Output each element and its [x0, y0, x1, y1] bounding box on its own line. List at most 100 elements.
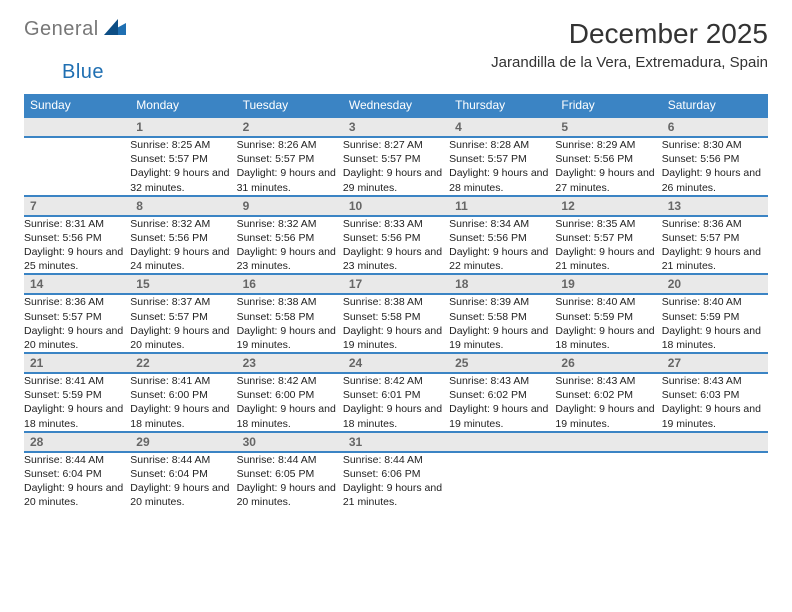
day-detail: Sunrise: 8:38 AMSunset: 5:58 PMDaylight:…	[237, 295, 343, 352]
calendar-page: General December 2025 Jarandilla de la V…	[0, 0, 792, 527]
detail-row: Sunrise: 8:36 AMSunset: 5:57 PMDaylight:…	[24, 294, 768, 353]
daynum-row: 21222324252627	[24, 353, 768, 373]
day-detail: Sunrise: 8:40 AMSunset: 5:59 PMDaylight:…	[555, 295, 661, 352]
daylight-text: Daylight: 9 hours and 18 minutes.	[662, 324, 768, 352]
day-number: 3	[343, 118, 449, 136]
day-number: 8	[130, 197, 236, 215]
day-number-cell: 23	[237, 353, 343, 373]
sunrise-text: Sunrise: 8:43 AM	[449, 374, 555, 388]
day-detail-cell: Sunrise: 8:36 AMSunset: 5:57 PMDaylight:…	[24, 294, 130, 353]
day-detail-cell: Sunrise: 8:44 AMSunset: 6:04 PMDaylight:…	[24, 452, 130, 510]
day-detail: Sunrise: 8:33 AMSunset: 5:56 PMDaylight:…	[343, 217, 449, 274]
daylight-text: Daylight: 9 hours and 23 minutes.	[343, 245, 449, 273]
day-number: 9	[237, 197, 343, 215]
sunrise-text: Sunrise: 8:35 AM	[555, 217, 661, 231]
sunrise-text: Sunrise: 8:31 AM	[24, 217, 130, 231]
day-detail: Sunrise: 8:41 AMSunset: 6:00 PMDaylight:…	[130, 374, 236, 431]
day-detail: Sunrise: 8:36 AMSunset: 5:57 PMDaylight:…	[662, 217, 768, 274]
day-number-cell: 18	[449, 274, 555, 294]
daynum-row: 123456	[24, 117, 768, 137]
weekday-header: Friday	[555, 94, 661, 117]
day-number: 25	[449, 354, 555, 372]
day-detail-cell: Sunrise: 8:38 AMSunset: 5:58 PMDaylight:…	[343, 294, 449, 353]
day-number-cell: 25	[449, 353, 555, 373]
daylight-text: Daylight: 9 hours and 25 minutes.	[24, 245, 130, 273]
daylight-text: Daylight: 9 hours and 18 minutes.	[555, 324, 661, 352]
daynum-row: 14151617181920	[24, 274, 768, 294]
day-detail: Sunrise: 8:32 AMSunset: 5:56 PMDaylight:…	[237, 217, 343, 274]
day-number-cell: 30	[237, 432, 343, 452]
weekday-header-row: Sunday Monday Tuesday Wednesday Thursday…	[24, 94, 768, 117]
sunset-text: Sunset: 5:58 PM	[449, 310, 555, 324]
sunset-text: Sunset: 5:57 PM	[662, 231, 768, 245]
day-number: 26	[555, 354, 661, 372]
detail-row: Sunrise: 8:41 AMSunset: 5:59 PMDaylight:…	[24, 373, 768, 432]
daylight-text: Daylight: 9 hours and 19 minutes.	[555, 402, 661, 430]
day-detail-cell: Sunrise: 8:31 AMSunset: 5:56 PMDaylight:…	[24, 216, 130, 275]
day-number-cell: 4	[449, 117, 555, 137]
day-detail: Sunrise: 8:41 AMSunset: 5:59 PMDaylight:…	[24, 374, 130, 431]
day-detail: Sunrise: 8:43 AMSunset: 6:02 PMDaylight:…	[449, 374, 555, 431]
day-number-cell: 27	[662, 353, 768, 373]
day-number: 22	[130, 354, 236, 372]
daylight-text: Daylight: 9 hours and 19 minutes.	[449, 402, 555, 430]
day-number-cell: 3	[343, 117, 449, 137]
calendar-table: Sunday Monday Tuesday Wednesday Thursday…	[24, 94, 768, 509]
sunset-text: Sunset: 5:57 PM	[237, 152, 343, 166]
day-detail: Sunrise: 8:43 AMSunset: 6:02 PMDaylight:…	[555, 374, 661, 431]
daylight-text: Daylight: 9 hours and 22 minutes.	[449, 245, 555, 273]
sunrise-text: Sunrise: 8:28 AM	[449, 138, 555, 152]
day-number: 18	[449, 275, 555, 293]
day-number	[449, 433, 555, 437]
sunrise-text: Sunrise: 8:44 AM	[130, 453, 236, 467]
day-number: 24	[343, 354, 449, 372]
day-number: 19	[555, 275, 661, 293]
day-number	[555, 433, 661, 437]
daylight-text: Daylight: 9 hours and 18 minutes.	[130, 402, 236, 430]
day-number-cell: 11	[449, 196, 555, 216]
daylight-text: Daylight: 9 hours and 18 minutes.	[24, 402, 130, 430]
daylight-text: Daylight: 9 hours and 18 minutes.	[343, 402, 449, 430]
sunrise-text: Sunrise: 8:36 AM	[24, 295, 130, 309]
day-number-cell	[449, 432, 555, 452]
daylight-text: Daylight: 9 hours and 21 minutes.	[662, 245, 768, 273]
day-number-cell: 26	[555, 353, 661, 373]
logo: General	[24, 18, 128, 41]
daylight-text: Daylight: 9 hours and 31 minutes.	[237, 166, 343, 194]
day-detail-cell: Sunrise: 8:42 AMSunset: 6:00 PMDaylight:…	[237, 373, 343, 432]
sunset-text: Sunset: 6:03 PM	[662, 388, 768, 402]
weekday-header: Saturday	[662, 94, 768, 117]
day-detail-cell	[449, 452, 555, 510]
day-detail-cell: Sunrise: 8:30 AMSunset: 5:56 PMDaylight:…	[662, 137, 768, 196]
sunset-text: Sunset: 5:59 PM	[24, 388, 130, 402]
day-detail-cell	[24, 137, 130, 196]
day-number: 21	[24, 354, 130, 372]
day-detail-cell: Sunrise: 8:34 AMSunset: 5:56 PMDaylight:…	[449, 216, 555, 275]
day-detail-cell: Sunrise: 8:33 AMSunset: 5:56 PMDaylight:…	[343, 216, 449, 275]
day-detail-cell: Sunrise: 8:32 AMSunset: 5:56 PMDaylight:…	[130, 216, 236, 275]
day-number-cell: 19	[555, 274, 661, 294]
day-number-cell: 17	[343, 274, 449, 294]
day-detail: Sunrise: 8:32 AMSunset: 5:56 PMDaylight:…	[130, 217, 236, 274]
day-detail-cell: Sunrise: 8:41 AMSunset: 6:00 PMDaylight:…	[130, 373, 236, 432]
day-number: 20	[662, 275, 768, 293]
daylight-text: Daylight: 9 hours and 21 minutes.	[343, 481, 449, 509]
day-detail-cell: Sunrise: 8:41 AMSunset: 5:59 PMDaylight:…	[24, 373, 130, 432]
calendar-body: 123456Sunrise: 8:25 AMSunset: 5:57 PMDay…	[24, 117, 768, 509]
day-detail-cell: Sunrise: 8:42 AMSunset: 6:01 PMDaylight:…	[343, 373, 449, 432]
daylight-text: Daylight: 9 hours and 24 minutes.	[130, 245, 236, 273]
day-number: 2	[237, 118, 343, 136]
day-detail: Sunrise: 8:27 AMSunset: 5:57 PMDaylight:…	[343, 138, 449, 195]
sunset-text: Sunset: 5:58 PM	[343, 310, 449, 324]
day-detail: Sunrise: 8:40 AMSunset: 5:59 PMDaylight:…	[662, 295, 768, 352]
sunset-text: Sunset: 5:59 PM	[555, 310, 661, 324]
day-detail-cell: Sunrise: 8:44 AMSunset: 6:04 PMDaylight:…	[130, 452, 236, 510]
day-detail: Sunrise: 8:31 AMSunset: 5:56 PMDaylight:…	[24, 217, 130, 274]
day-number: 11	[449, 197, 555, 215]
day-detail-cell: Sunrise: 8:37 AMSunset: 5:57 PMDaylight:…	[130, 294, 236, 353]
sunrise-text: Sunrise: 8:40 AM	[662, 295, 768, 309]
day-number: 16	[237, 275, 343, 293]
day-number-cell: 29	[130, 432, 236, 452]
sunset-text: Sunset: 6:04 PM	[24, 467, 130, 481]
sunset-text: Sunset: 6:02 PM	[555, 388, 661, 402]
